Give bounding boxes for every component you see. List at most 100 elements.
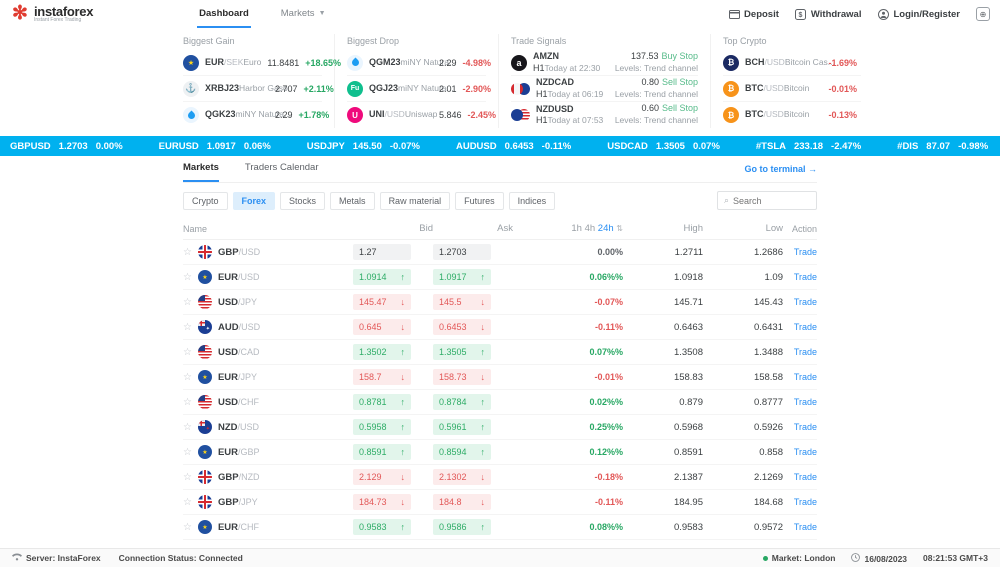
bid-button[interactable]: 184.73 ↓ <box>353 494 411 510</box>
tab-traders-calendar[interactable]: Traders Calendar <box>244 162 319 173</box>
tf-24h[interactable]: 24h <box>597 223 614 234</box>
signal-row-nzdusd[interactable]: NZDUSD H1Today at 07:53 0.60 Sell Stop Lev… <box>511 102 698 128</box>
change-24h: -0.01% <box>594 372 623 382</box>
ticker-item[interactable]: USDJPY 145.50 -0.07% <box>306 140 420 152</box>
gain-row-qgk23[interactable]: QGK23miNY Natura... 2.29 +1.78% <box>183 102 329 128</box>
user-icon <box>877 8 889 20</box>
favorite-star-icon[interactable]: ☆ <box>183 321 192 333</box>
favorite-star-icon[interactable]: ☆ <box>183 271 192 283</box>
crypto-row-btc-2[interactable]: BTC/USDBitcoin -0.13% <box>723 102 861 128</box>
trade-link[interactable]: Trade <box>793 346 817 357</box>
sort-icon[interactable]: ⇅ <box>616 224 623 233</box>
bitcoin-cash-icon <box>723 54 739 71</box>
ticker-item[interactable]: #TSLA 233.18 -2.47% <box>755 140 862 152</box>
login-register-button[interactable]: Login/Register <box>877 8 960 20</box>
ask-button[interactable]: 0.5961 ↑ <box>433 419 491 435</box>
crypto-row-btc-1[interactable]: BTC/USDBitcoin -0.01% <box>723 76 861 102</box>
ticker-item[interactable]: EURUSD 1.0917 0.06% <box>158 140 271 152</box>
signal-row-nzdcad[interactable]: NZDCAD H1Today at 06:19 0.80 Sell Stop Lev… <box>511 76 698 102</box>
biggest-drop-panel: Biggest Drop QGM23miNY Natura... 2.29 -4… <box>347 34 499 128</box>
favorite-star-icon[interactable]: ☆ <box>183 471 192 483</box>
favorite-star-icon[interactable]: ☆ <box>183 396 192 408</box>
crypto-row-bch[interactable]: BCH/USDBitcoin Cas... -1.69% <box>723 50 861 76</box>
filter-stocks[interactable]: Stocks <box>280 191 326 210</box>
ask-button[interactable]: 145.5 ↓ <box>433 294 491 310</box>
trade-link[interactable]: Trade <box>793 321 817 332</box>
bid-button[interactable]: 1.3502 ↑ <box>353 344 411 360</box>
price: 2.01 <box>439 83 457 94</box>
trade-link[interactable]: Trade <box>793 496 817 507</box>
ticker-item[interactable]: GBPUSD 1.2703 0.00% <box>10 140 123 152</box>
ask-button[interactable]: 184.8 ↓ <box>433 494 491 510</box>
high-value: 0.6463 <box>673 321 703 333</box>
bid-button[interactable]: 0.8591 ↑ <box>353 444 411 460</box>
bid-button[interactable]: 0.645 ↓ <box>353 319 411 335</box>
favorite-star-icon[interactable]: ☆ <box>183 446 192 458</box>
table-row-eurgbp: ☆EUR/GBP 0.8591↑ 0.8594↑ 0.12%% 0.8591 0… <box>183 440 817 465</box>
favorite-star-icon[interactable]: ☆ <box>183 496 192 508</box>
filter-futures[interactable]: Futures <box>455 191 504 210</box>
search-input[interactable] <box>733 195 810 206</box>
drop-row-qgm23[interactable]: QGM23miNY Natura... 2.29 -4.98% <box>347 50 491 76</box>
trade-link[interactable]: Trade <box>793 271 817 282</box>
nav-markets[interactable]: Markets ▼ <box>280 7 326 19</box>
trade-link[interactable]: Trade <box>793 296 817 307</box>
ask-button[interactable]: 1.0917 ↑ <box>433 269 491 285</box>
trade-link[interactable]: Trade <box>793 371 817 382</box>
eu-flag-icon <box>183 54 199 71</box>
favorite-star-icon[interactable]: ☆ <box>183 421 192 433</box>
trade-link[interactable]: Trade <box>793 421 817 432</box>
change-percent: -0.01% <box>828 83 857 94</box>
trade-link[interactable]: Trade <box>793 396 817 407</box>
filter-raw-material[interactable]: Raw material <box>379 191 451 210</box>
ask-button[interactable]: 2.1302 ↓ <box>433 469 491 485</box>
favorite-star-icon[interactable]: ☆ <box>183 296 192 308</box>
tab-markets[interactable]: Markets <box>183 156 219 182</box>
favorite-star-icon[interactable]: ☆ <box>183 346 192 358</box>
favorite-star-icon[interactable]: ☆ <box>183 246 192 258</box>
tf-1h[interactable]: 1h <box>571 223 582 234</box>
filter-forex[interactable]: Forex <box>232 191 276 210</box>
drop-row-uniusd[interactable]: UNI/USDUniswap 5.846 -2.45% <box>347 102 496 128</box>
drop-row-qgj23[interactable]: QGJ23miNY Natura... 2.01 -2.90% <box>347 76 491 102</box>
trade-link[interactable]: Trade <box>793 521 817 532</box>
favorite-star-icon[interactable]: ☆ <box>183 371 192 383</box>
bid-button[interactable]: 0.5958 ↑ <box>353 419 411 435</box>
tf-4h[interactable]: 4h <box>584 223 596 234</box>
gain-row-eursek[interactable]: EUR/SEKEuro 11.8481 +18.65% <box>183 50 341 76</box>
gain-row-xrbj23[interactable]: XRBJ23Harbor Gaso... 2.707 +2.11% <box>183 76 334 102</box>
ask-button[interactable]: 158.73 ↓ <box>433 369 491 385</box>
ticker-item[interactable]: #DIS 87.07 -0.98% <box>897 140 989 152</box>
go-to-terminal-link[interactable]: Go to terminal → <box>744 164 817 174</box>
filter-indices[interactable]: Indices <box>508 191 556 210</box>
trade-link[interactable]: Trade <box>793 446 817 457</box>
favorite-star-icon[interactable]: ☆ <box>183 521 192 533</box>
bid-button[interactable]: 0.8781 ↑ <box>353 394 411 410</box>
withdrawal-button[interactable]: $ Withdrawal <box>795 8 861 20</box>
nav-dashboard[interactable]: Dashboard <box>197 0 251 28</box>
trade-link[interactable]: Trade <box>793 471 817 482</box>
bid-button[interactable]: 0.9583 ↑ <box>353 519 411 535</box>
search-box[interactable]: ⌕ <box>717 191 817 210</box>
bid-button[interactable]: 158.7 ↓ <box>353 369 411 385</box>
trade-link[interactable]: Trade <box>793 246 817 257</box>
instaforex-logo[interactable]: ✻ instaforex Instant Forex Trading <box>10 4 93 24</box>
filter-metals[interactable]: Metals <box>330 191 375 210</box>
ask-button[interactable]: 0.6453 ↓ <box>433 319 491 335</box>
ticker-item[interactable]: AUDUSD 0.6453 -0.11% <box>455 140 572 152</box>
bid-button[interactable]: 1.0914 ↑ <box>353 269 411 285</box>
ask-button[interactable]: 1.2703 <box>433 244 491 260</box>
bid-button[interactable]: 145.47 ↓ <box>353 294 411 310</box>
filter-crypto[interactable]: Crypto <box>183 191 228 210</box>
language-globe-icon[interactable]: ⊕ <box>976 7 990 21</box>
deposit-button[interactable]: Deposit <box>728 8 779 20</box>
ticker-item[interactable]: USDCAD 1.3505 0.07% <box>607 140 720 152</box>
ask-button[interactable]: 0.9586 ↑ <box>433 519 491 535</box>
signal-price: 137.53 <box>630 50 659 61</box>
ask-button[interactable]: 0.8594 ↑ <box>433 444 491 460</box>
ask-button[interactable]: 0.8784 ↑ <box>433 394 491 410</box>
bid-button[interactable]: 2.129 ↓ <box>353 469 411 485</box>
ask-button[interactable]: 1.3505 ↑ <box>433 344 491 360</box>
bid-button[interactable]: 1.27 <box>353 244 411 260</box>
